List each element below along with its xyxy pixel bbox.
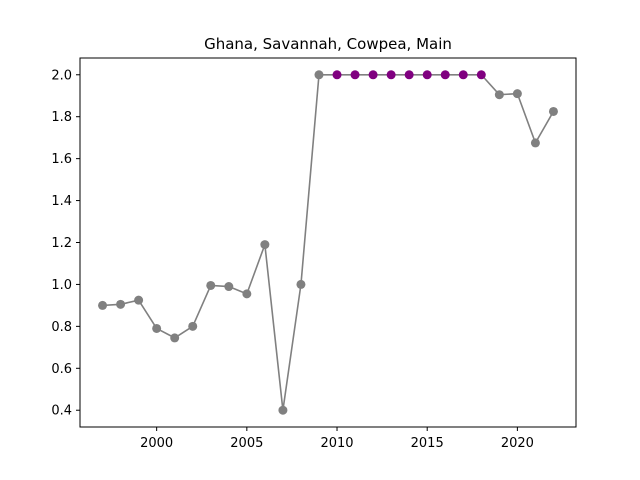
data-point [116, 299, 126, 309]
y-tick-label: 1.6 [51, 152, 72, 167]
data-point [422, 70, 432, 80]
data-point [188, 321, 198, 331]
data-point [404, 70, 414, 80]
y-tick-label: 1.4 [51, 194, 72, 209]
data-point [224, 282, 234, 292]
y-tick-label: 1.2 [51, 236, 72, 251]
y-tick-label: 0.4 [51, 404, 72, 419]
y-tick-label: 0.6 [51, 362, 72, 377]
x-tick-label: 2010 [320, 436, 353, 451]
axes-layer: 2000 2005 2010 2015 2020 0.4 0.6 0.8 1.0 1.2 1.4 1.… [51, 57, 577, 451]
y-tick-label: 1.8 [51, 110, 72, 125]
data-point [98, 300, 108, 310]
data-point [242, 289, 252, 299]
data-point [386, 70, 396, 80]
data-point [494, 90, 504, 100]
x-tick-label: 2005 [230, 436, 263, 451]
data-point [296, 279, 306, 289]
x-tick-label: 2020 [501, 436, 534, 451]
chart-title: Ghana, Savannah, Cowpea, Main [204, 35, 452, 53]
data-point [152, 323, 162, 333]
y-tick-label: 2.0 [51, 68, 72, 83]
data-point [170, 333, 180, 343]
y-tick-label: 0.8 [51, 320, 72, 335]
data-point [440, 70, 450, 80]
data-point [278, 405, 288, 415]
data-point [512, 89, 522, 99]
data-point [548, 106, 558, 116]
x-tick-label: 2000 [140, 436, 173, 451]
data-point [350, 70, 360, 80]
data-point [134, 295, 144, 305]
data-point [530, 138, 540, 148]
data-point [458, 70, 468, 80]
series-layer [98, 70, 558, 415]
data-point [260, 240, 270, 250]
data-point [332, 70, 342, 80]
data-point [368, 70, 378, 80]
data-point [206, 280, 216, 290]
x-tick-label: 2015 [411, 436, 444, 451]
data-point [476, 70, 486, 80]
y-tick-label: 1.0 [51, 278, 72, 293]
data-point [314, 70, 324, 80]
